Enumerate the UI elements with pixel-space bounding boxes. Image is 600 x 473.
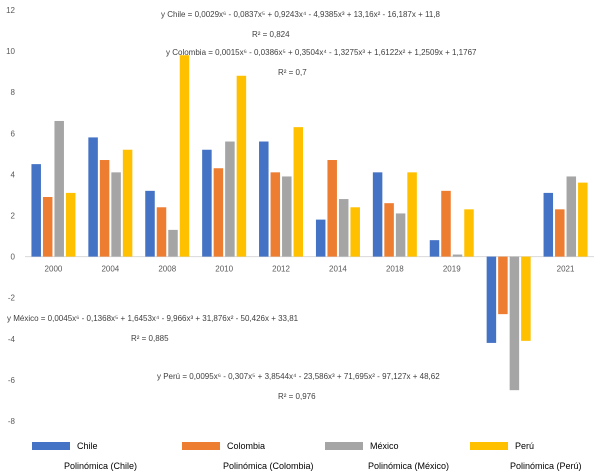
bar-mxico-2000 [54,120,64,257]
legend-trendline-label: Polinómica (Colombia) [223,461,314,471]
legend: Chile Colombia México Perú Polinómica (Chile… [32,441,582,471]
y-tick-label: -4 [8,335,16,344]
trendline-annotation-peru-r2: R² = 0,976 [278,392,316,401]
bar-chile-2020 [486,256,497,343]
legend-swatch-colombia [182,442,220,450]
bar-chile-2018 [372,172,383,257]
bar-per-2014 [350,207,360,257]
bar-mxico-2008 [168,229,178,257]
legend-trendline-label: Polinómica (México) [368,461,449,471]
trendline-equations: y Chile = 0,0029x⁶ - 0,0837x⁵ + 0,9243x⁴… [7,10,477,401]
bar-per-2020 [521,256,531,341]
y-tick-label: 0 [11,253,16,262]
trendline-annotation-colombia-eq: y Colombia = 0,0015x⁶ - 0,0386x⁵ + 0,350… [166,48,477,57]
x-axis-labels: 2000 2004 2008 2010 2012 2014 2018 2019 2021 [45,265,575,274]
bar-colombia-2020 [498,256,508,315]
y-tick-label: 8 [11,88,16,97]
bar-chile-2004 [88,137,98,257]
y-axis-ticks: -8 -6 -4 -2 0 2 4 6 8 10 12 [6,6,15,426]
trendline-annotation-chile-eq: y Chile = 0,0029x⁶ - 0,0837x⁵ + 0,9243x⁴… [161,10,441,19]
trendline-annotation-colombia-r2: R² = 0,7 [278,68,307,77]
bar-per-2012 [293,127,304,257]
x-tick-label: 2008 [158,265,176,274]
bar-chile-2010 [202,149,212,257]
bar-per-2018 [407,172,417,257]
x-tick-label: 2021 [557,265,575,274]
bar-colombia-2010 [213,168,224,257]
y-tick-label: -8 [8,417,16,426]
bar-chile-2021 [543,192,554,257]
y-tick-label: 2 [11,212,16,221]
bar-colombia-2012 [270,172,281,257]
bar-mxico-2018 [395,213,406,257]
legend-trendline-label: Polinómica (Chile) [64,461,137,471]
bar-per-2010 [236,75,247,257]
legend-label: México [370,441,399,451]
bar-chile-2000 [31,164,41,257]
bar-per-2008 [179,55,190,257]
bar-chile-2012 [259,141,269,257]
bar-mxico-2010 [225,141,235,257]
trendline-annotation-mexico-r2: R² = 0,885 [131,334,169,343]
x-tick-label: 2014 [329,265,347,274]
bar-colombia-2018 [384,203,394,257]
y-tick-label: 4 [11,170,16,179]
legend-label: Colombia [227,441,265,451]
y-tick-label: 6 [11,129,16,138]
bar-colombia-2019 [441,190,451,257]
x-tick-label: 2012 [272,265,290,274]
trendline-annotation-peru-eq: y Perú = 0,0095x⁶ - 0,307x⁵ + 3,8544x⁴ -… [157,372,440,381]
bar-chile-2019 [429,240,440,257]
y-tick-label: 12 [6,6,15,15]
legend-swatch-mxico [325,442,363,450]
trendline-annotation-mexico-eq: y México = 0,0045x⁶ - 0,1368x⁵ + 1,6453x… [7,314,299,323]
bar-mxico-2020 [509,256,520,391]
bar-per-2000 [65,192,76,257]
bar-colombia-2014 [327,160,337,257]
bar-mxico-2014 [338,199,349,257]
bar-colombia-2021 [555,209,565,257]
x-tick-label: 2004 [101,265,119,274]
y-tick-label: -2 [8,294,16,303]
bar-per-2019 [464,209,474,257]
legend-swatch-chile [32,442,70,450]
legend-swatch-per [470,442,508,450]
trendline-annotation-chile-r2: R² = 0,824 [252,30,290,39]
bar-chile-2014 [315,219,326,257]
bar-per-2021 [578,182,588,257]
bar-mxico-2021 [566,176,577,257]
bar-colombia-2004 [99,160,110,257]
legend-label: Perú [515,441,534,451]
bar-mxico-2019 [452,254,463,257]
x-tick-label: 2010 [215,265,233,274]
bar-per-2004 [122,149,133,257]
y-tick-label: -6 [8,376,16,385]
legend-trendline-label: Polinómica (Perú) [510,461,582,471]
bar-chile-2008 [145,190,155,257]
x-tick-label: 2019 [443,265,461,274]
bar-mxico-2004 [111,172,121,257]
bars [31,55,588,391]
x-tick-label: 2000 [45,265,63,274]
x-tick-label: 2018 [386,265,404,274]
y-tick-label: 10 [6,47,15,56]
bar-colombia-2008 [156,207,167,257]
legend-label: Chile [77,441,98,451]
bar-mxico-2012 [282,176,292,257]
bar-colombia-2000 [42,197,53,257]
